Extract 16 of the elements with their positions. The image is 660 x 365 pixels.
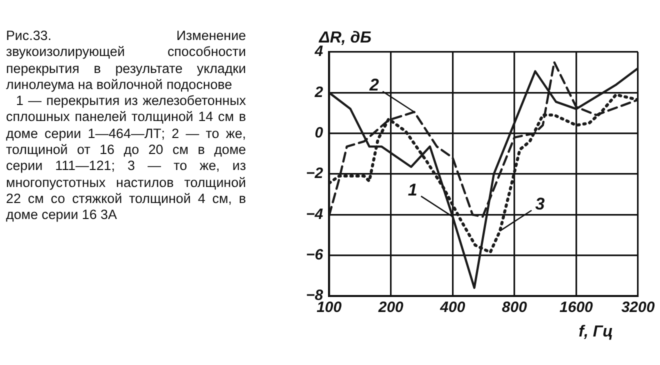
x-tick-label: 400	[439, 299, 466, 316]
y-tick-label: −4	[306, 206, 324, 223]
y-tick-label: 0	[314, 124, 324, 142]
annotation: 2	[368, 76, 380, 95]
x-tick-label: 1600	[560, 299, 594, 316]
y-tick-label: −2	[306, 165, 324, 182]
annotation: 3	[535, 194, 546, 214]
x-tick-label: 3200	[621, 299, 656, 316]
x-tick-label: 200	[377, 299, 404, 316]
y-tick-label: 2	[314, 84, 324, 101]
annotation: 1	[408, 180, 418, 200]
text: Рис.33. Изменение звукоизолирующей способности перекрытия в результате укладки линолеума на войлочной подоснове	[6, 28, 246, 94]
x-axis-title: f, Гц	[578, 323, 613, 340]
x-tick-label: 800	[502, 299, 528, 316]
text: 1 — перекрытия из железобетонных сплошных панелей толщиной 14 см в доме серии 1—464—ЛТ; 2 — то же, толщиной от 16 до 20 см в доме серии 111—121; 3 — то же, из многопустотных настилов толщиной 22 см со стяжкой толщиной 4 см, в доме серии 16 3А	[6, 93, 246, 224]
y-tick-label: −6	[306, 246, 324, 264]
